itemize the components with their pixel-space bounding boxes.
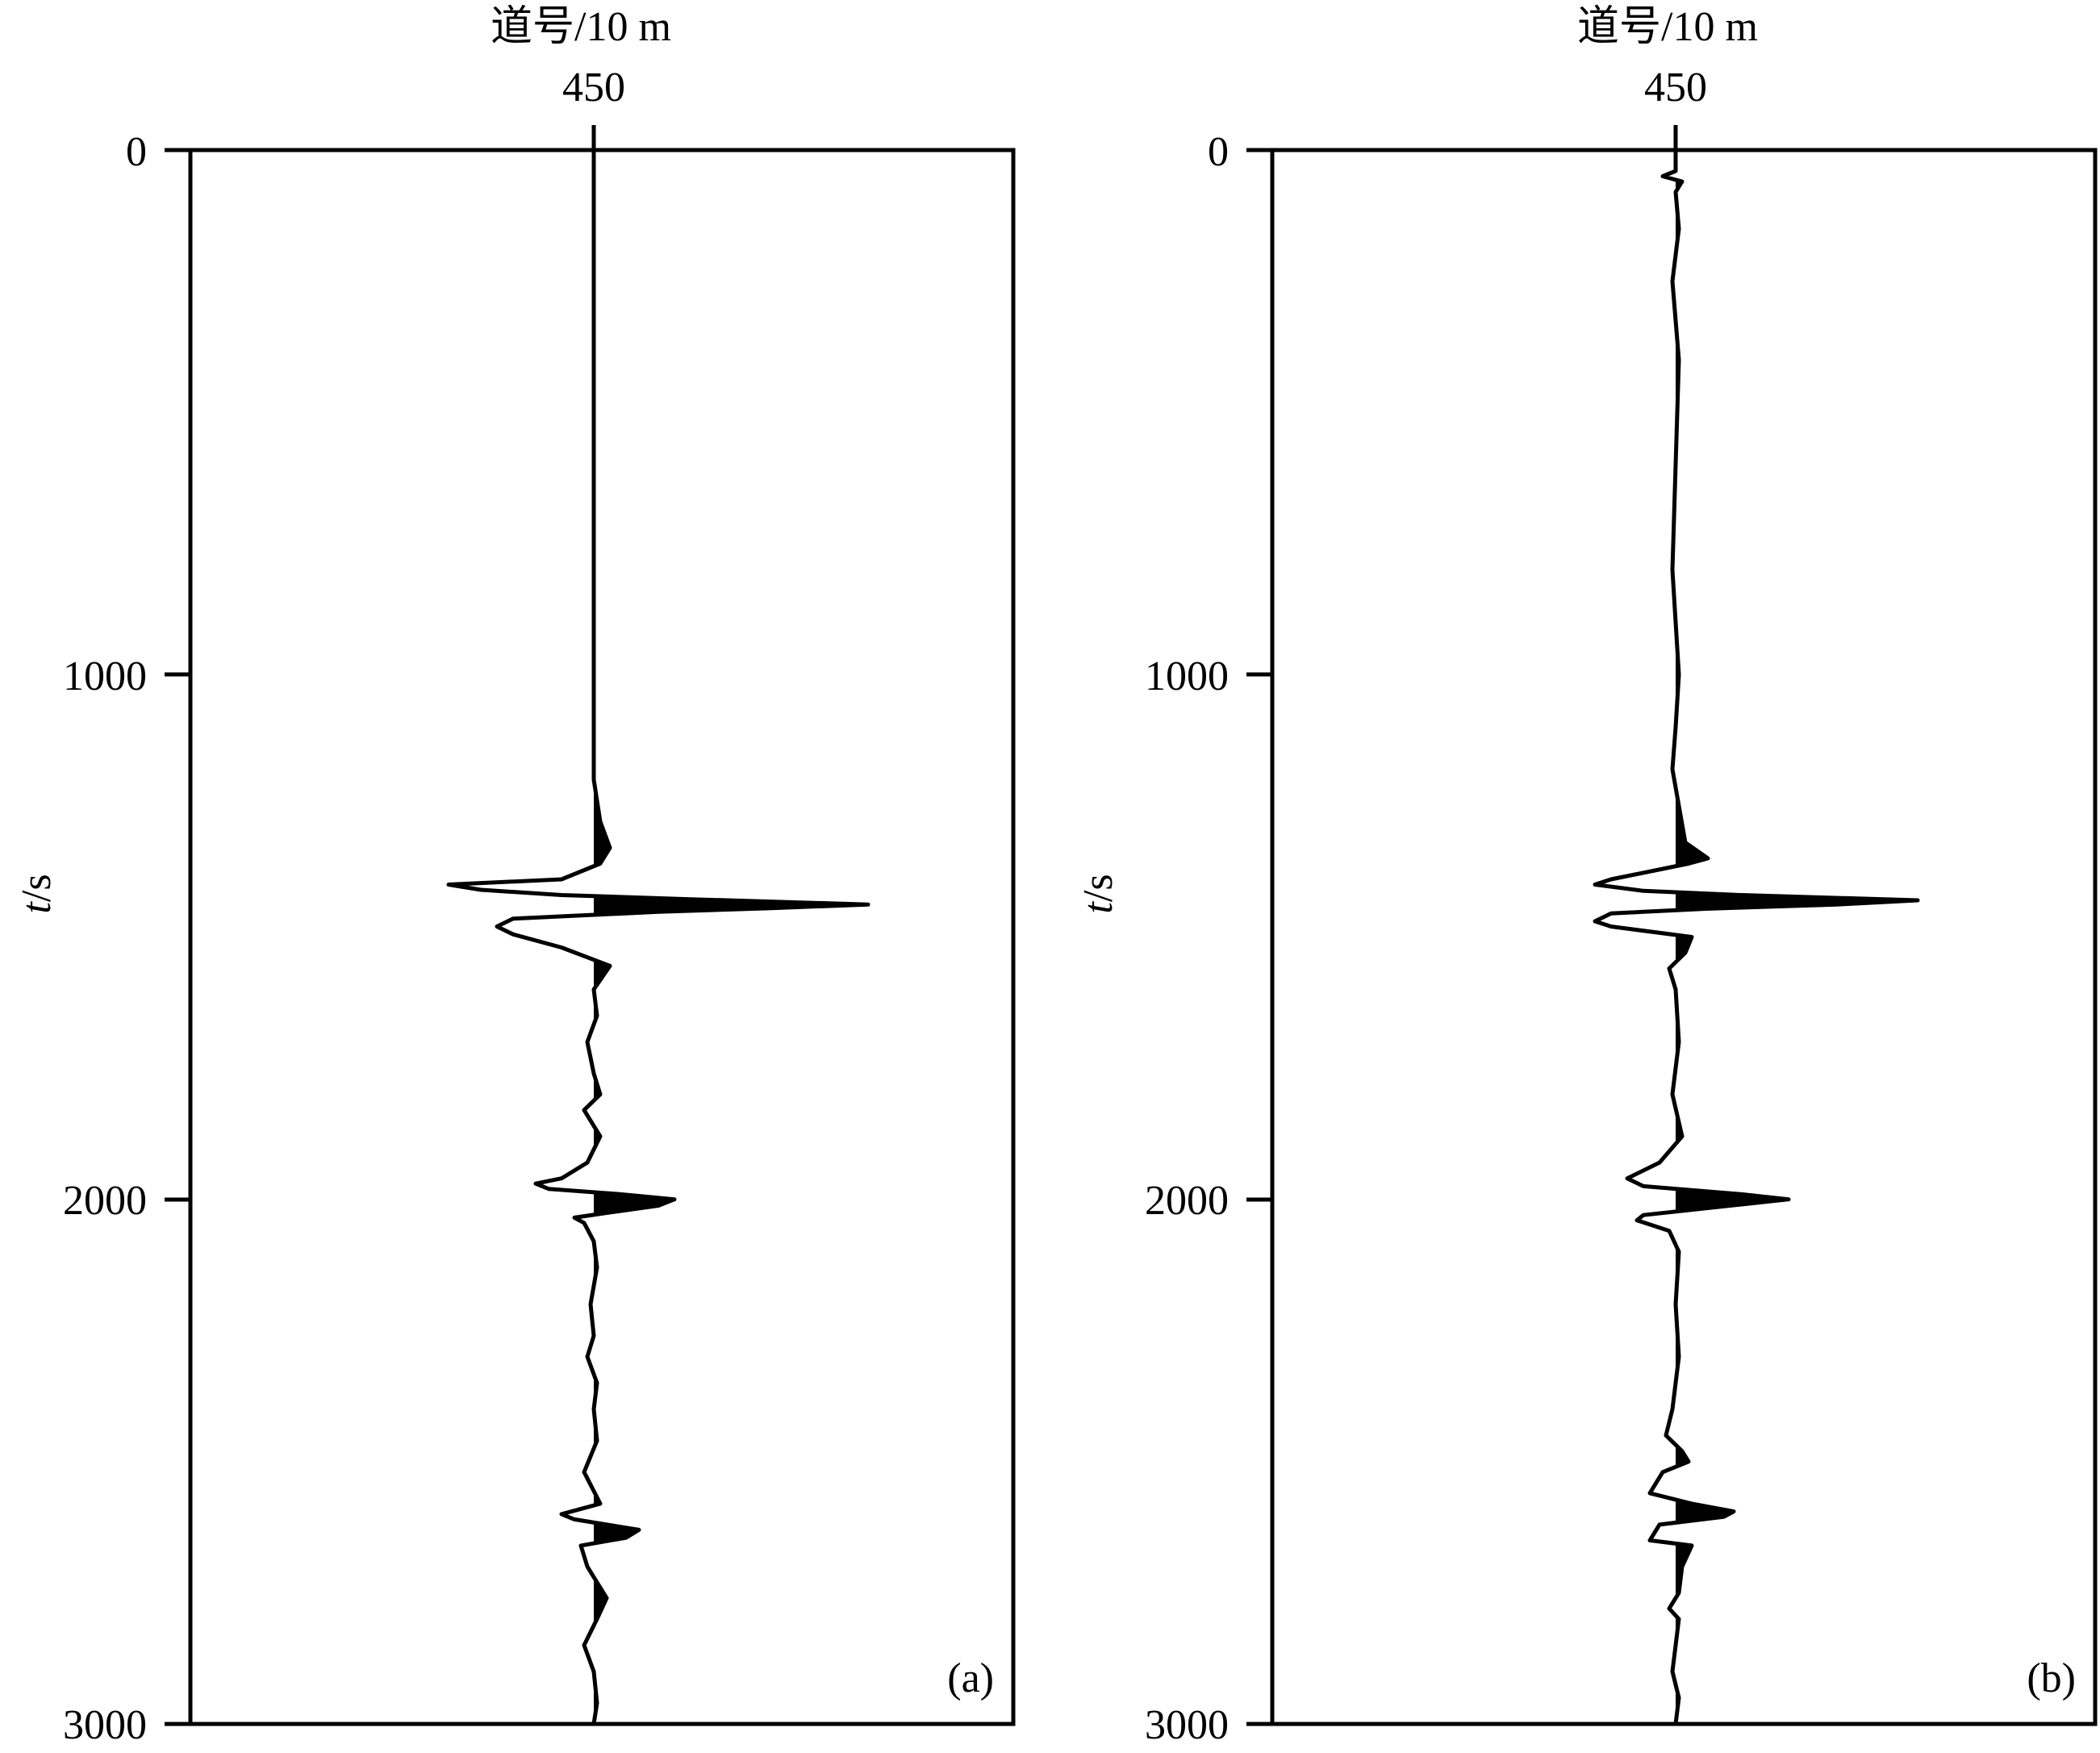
panel-b: 道号/10 m 450 t/s 0 1000 2000 3000 (b) [1075, 4, 2098, 1748]
panel-a-label: (a) [947, 1655, 994, 1701]
panel-a-y-tick-label-3000: 3000 [63, 1702, 147, 1748]
panel-a-frame [188, 148, 1016, 1726]
panel-b-y-tick-label-0: 0 [1208, 129, 1229, 175]
panel-b-ylabel-unit: /s [1075, 874, 1121, 902]
panel-b-y-tick-label-1000: 1000 [1145, 653, 1229, 699]
panel-a-ylabel: t/s [14, 874, 60, 913]
panel-a-ylabel-var: t [14, 901, 60, 914]
panel-b-label: (b) [2027, 1655, 2076, 1701]
panel-b-x-tick-label: 450 [1644, 65, 1707, 111]
panel-b-frame [1270, 148, 2098, 1726]
panel-a-ylabel-unit: /s [14, 874, 60, 902]
panel-b-xlabel: 道号/10 m [1577, 4, 1758, 50]
panel-a-y-tick-label-0: 0 [126, 129, 147, 175]
panel-b-y-tick-label-2000: 2000 [1145, 1178, 1229, 1224]
panel-a-x-tick-label: 450 [562, 65, 625, 111]
panel-a-positive-fill [594, 150, 868, 1724]
panel-a-xlabel: 道号/10 m [491, 4, 671, 50]
panel-b-trace [1593, 150, 1920, 1725]
panel-b-positive-fill [1676, 150, 1918, 1724]
panel-a-y-tick-label-2000: 2000 [63, 1178, 147, 1224]
panel-a-trace [446, 150, 870, 1725]
panel-a-y-tick-label-1000: 1000 [63, 653, 147, 699]
panel-b-ylabel: t/s [1075, 874, 1121, 913]
panel-a: 道号/10 m 450 t/s 0 1000 2000 3000 (a) [14, 4, 1016, 1748]
panel-b-y-tick-label-3000: 3000 [1145, 1702, 1229, 1748]
panel-b-ylabel-var: t [1075, 901, 1121, 914]
